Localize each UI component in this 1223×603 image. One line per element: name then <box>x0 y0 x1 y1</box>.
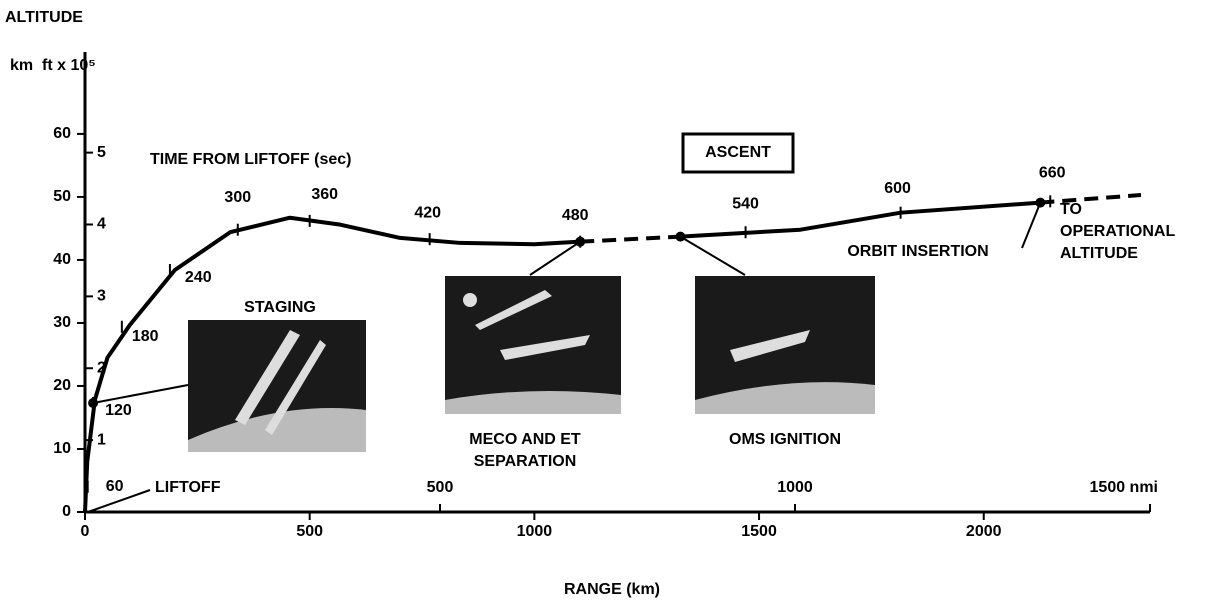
y2-tick-label: 2 <box>97 359 106 376</box>
y-axis-label: km <box>10 57 33 74</box>
subtitle: TIME FROM LIFTOFF (sec) <box>150 151 351 168</box>
event-label: MECO AND ET <box>469 431 581 448</box>
event-point <box>88 397 99 408</box>
x-tick-label: 500 <box>296 523 323 540</box>
liftoff-label: LIFTOFF <box>155 479 221 496</box>
x-tick-label: 1500 <box>741 523 777 540</box>
y-tick-label: 40 <box>53 251 71 268</box>
event-label: STAGING <box>244 299 316 316</box>
y-tick-label: 60 <box>53 125 71 142</box>
event-leader <box>92 384 189 404</box>
y2-tick-label: 1 <box>97 431 106 448</box>
time-label: 600 <box>884 180 911 197</box>
event-point <box>575 236 586 247</box>
end-label: ALTITUDE <box>1060 245 1138 262</box>
x-axis-label: RANGE (km) <box>564 581 660 598</box>
y2-tick-label: 5 <box>97 144 106 161</box>
time-label: 420 <box>414 204 441 221</box>
event-leader <box>529 240 581 276</box>
x-tick-label: 0 <box>81 523 90 540</box>
ascent-box <box>681 132 795 174</box>
x-tick-label: 2000 <box>966 523 1002 540</box>
y2-axis-label: ft x 10⁵ <box>42 57 96 74</box>
time-label: 60 <box>106 478 124 495</box>
event-leader <box>679 235 746 276</box>
y-tick-label: 10 <box>53 440 71 457</box>
x2-tick-label: 1500 nmi <box>1090 479 1158 496</box>
y-tick-label: 30 <box>53 314 71 331</box>
event-label: ORBIT INSERTION <box>847 243 988 260</box>
time-label: 120 <box>105 402 132 419</box>
time-label: 540 <box>732 195 759 212</box>
photo <box>445 276 621 414</box>
time-label: 480 <box>562 207 589 224</box>
end-label: TO <box>1060 201 1082 218</box>
time-label: 300 <box>224 189 251 206</box>
liftoff-leader <box>87 489 151 513</box>
event-point <box>675 231 686 242</box>
y2-tick-label: 4 <box>97 216 106 233</box>
trajectory <box>580 234 681 244</box>
trajectory <box>680 200 1041 239</box>
x-tick-label: 1000 <box>517 523 553 540</box>
time-label: 360 <box>311 186 338 203</box>
chart-title: ALTITUDE <box>5 9 83 26</box>
y-tick-label: 20 <box>53 377 71 394</box>
event-leader <box>1021 202 1042 249</box>
y-tick-label: 0 <box>62 503 71 520</box>
photo <box>695 276 875 414</box>
time-label: 180 <box>132 328 159 345</box>
event-point <box>1035 197 1046 208</box>
event-label: OMS IGNITION <box>729 431 841 448</box>
time-label: 660 <box>1039 165 1066 182</box>
event-label: SEPARATION <box>474 453 577 470</box>
time-label: 240 <box>185 269 212 286</box>
ascent-label: ASCENT <box>705 144 771 161</box>
x2-tick-label: 500 <box>427 479 454 496</box>
y2-tick-label: 3 <box>97 288 106 305</box>
trajectory <box>1040 193 1142 205</box>
y-tick-label: 50 <box>53 188 71 205</box>
photo <box>188 320 366 452</box>
end-label: OPERATIONAL <box>1060 223 1175 240</box>
x2-tick-label: 1000 <box>777 479 813 496</box>
